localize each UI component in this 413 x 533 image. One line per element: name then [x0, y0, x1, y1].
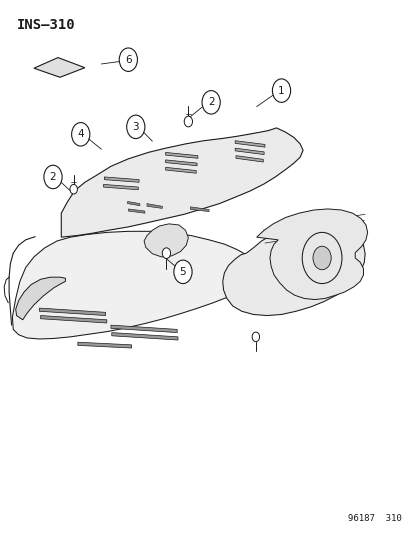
Circle shape — [272, 79, 290, 102]
Polygon shape — [165, 160, 197, 166]
Text: 96187  310: 96187 310 — [347, 514, 401, 523]
Polygon shape — [12, 231, 258, 339]
Polygon shape — [40, 316, 107, 323]
Circle shape — [252, 332, 259, 342]
Polygon shape — [104, 177, 139, 182]
Circle shape — [202, 91, 220, 114]
Circle shape — [126, 115, 145, 139]
Circle shape — [119, 48, 137, 71]
Circle shape — [70, 184, 77, 194]
Polygon shape — [165, 167, 196, 173]
Polygon shape — [144, 224, 188, 257]
Circle shape — [44, 165, 62, 189]
Polygon shape — [127, 201, 140, 206]
Polygon shape — [16, 277, 65, 320]
Circle shape — [173, 260, 192, 284]
Polygon shape — [165, 152, 197, 158]
Polygon shape — [190, 207, 209, 212]
Text: 3: 3 — [132, 122, 139, 132]
Polygon shape — [235, 156, 263, 162]
Text: 1: 1 — [278, 86, 284, 95]
Text: 5: 5 — [179, 267, 186, 277]
Polygon shape — [103, 184, 138, 190]
Circle shape — [71, 123, 90, 146]
Polygon shape — [39, 308, 105, 316]
Polygon shape — [112, 333, 178, 340]
Text: INS–310: INS–310 — [17, 18, 75, 31]
Polygon shape — [78, 342, 131, 348]
Polygon shape — [235, 141, 264, 147]
Text: 4: 4 — [77, 130, 84, 139]
Text: 2: 2 — [50, 172, 56, 182]
Polygon shape — [128, 209, 145, 213]
Polygon shape — [256, 209, 367, 300]
Polygon shape — [34, 58, 85, 77]
Polygon shape — [61, 128, 302, 237]
Polygon shape — [147, 204, 162, 208]
Circle shape — [162, 248, 170, 259]
Text: 2: 2 — [207, 98, 214, 107]
Polygon shape — [235, 148, 263, 155]
Polygon shape — [111, 325, 177, 333]
Circle shape — [184, 116, 192, 127]
Text: 6: 6 — [125, 55, 131, 64]
Circle shape — [312, 246, 330, 270]
Polygon shape — [222, 222, 364, 316]
